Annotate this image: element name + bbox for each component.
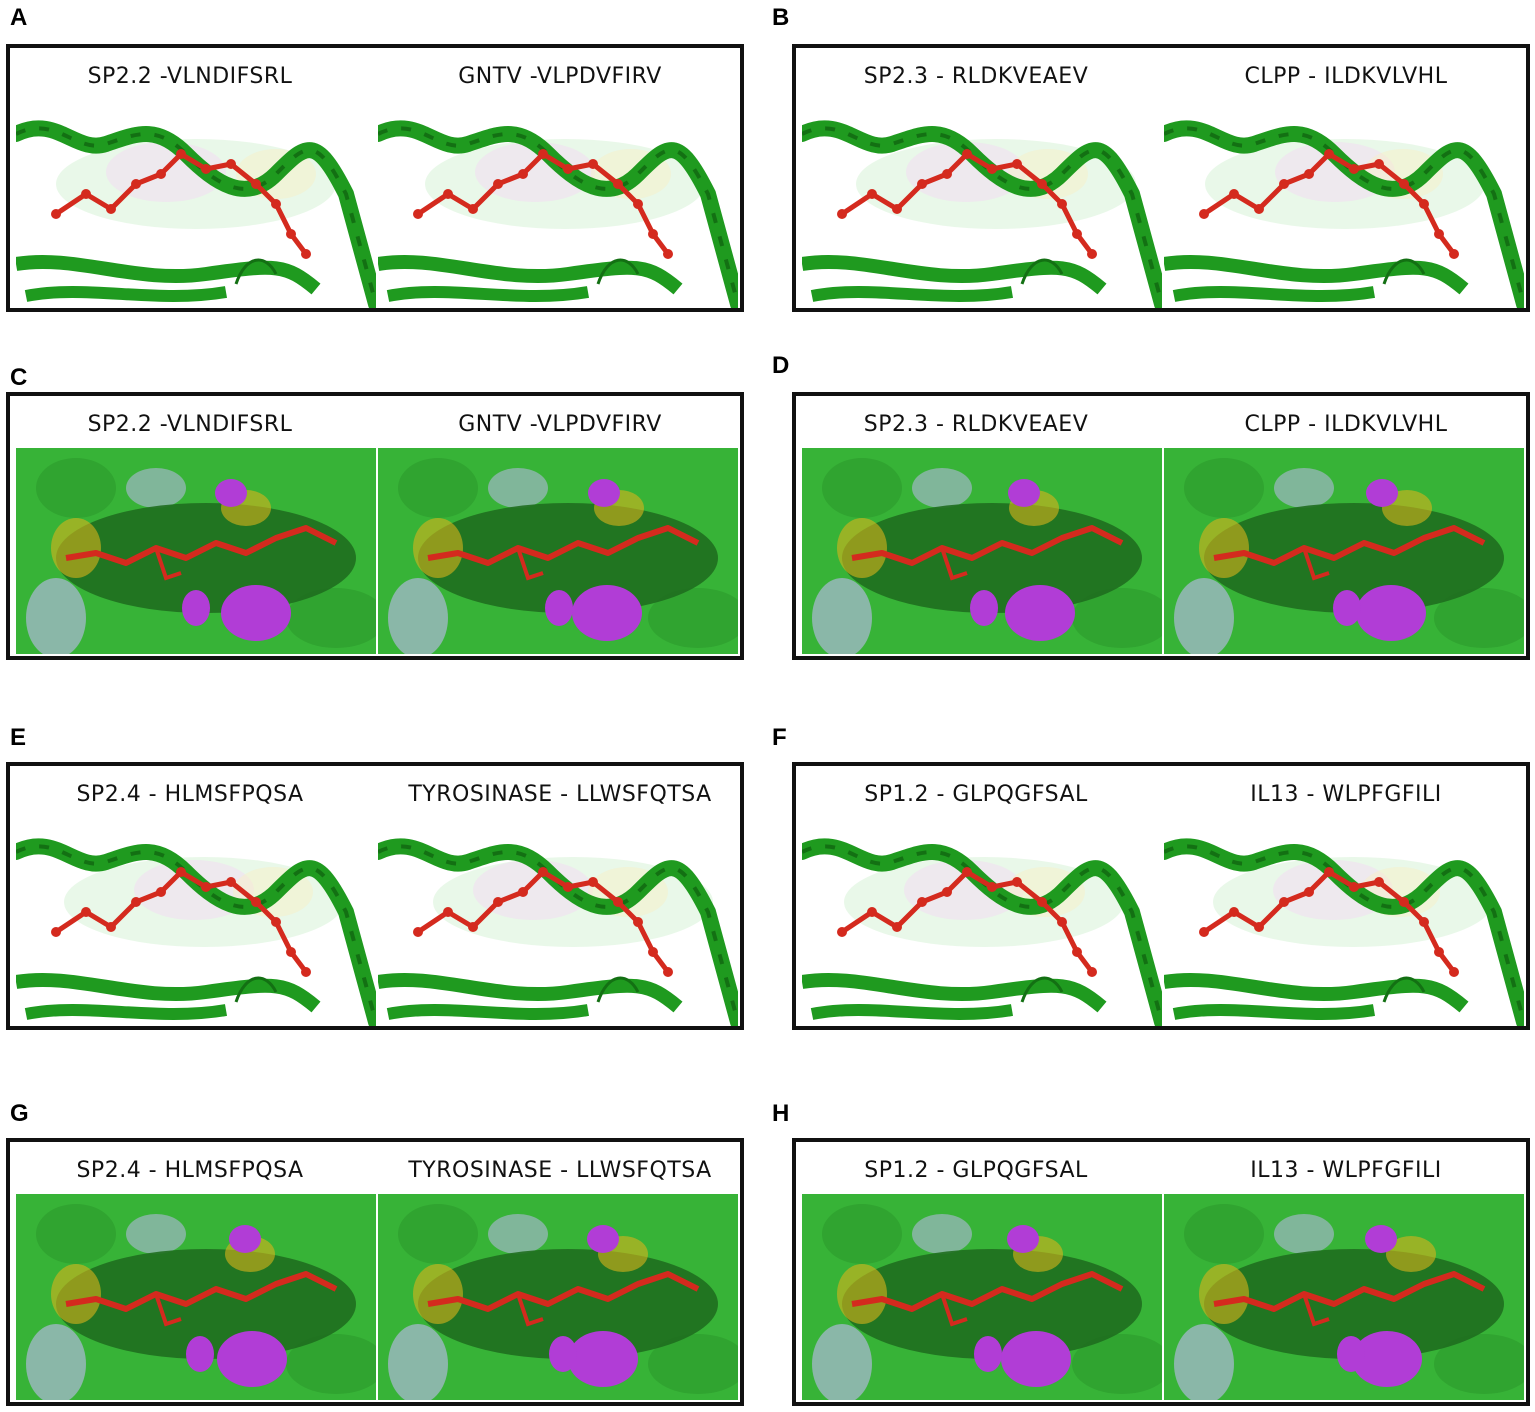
panel-f-left-structure bbox=[802, 832, 1162, 1026]
panel-d-right-surface bbox=[1164, 448, 1524, 654]
panel-c-frame: SP2.2 -VLNDIFSRL GNTV -VLPDVFIRV bbox=[6, 392, 744, 660]
panel-b-left-title: SP2.3 - RLDKVEAEV bbox=[863, 64, 1089, 89]
panel-letter-b: B bbox=[772, 4, 790, 31]
panel-a-left-title: SP2.2 -VLNDIFSRL bbox=[87, 64, 293, 89]
panel-g-left-title: SP2.4 - HLMSFPQSA bbox=[76, 1158, 304, 1183]
panel-g-right-surface bbox=[378, 1194, 738, 1400]
panel-b-left-structure bbox=[802, 114, 1162, 308]
panel-letter-g: G bbox=[10, 1100, 29, 1127]
panel-letter-d: D bbox=[772, 352, 790, 379]
panel-f-frame: SP1.2 - GLPQGFSAL IL13 - WLPFGFILI bbox=[792, 762, 1530, 1030]
panel-c-right-title: GNTV -VLPDVFIRV bbox=[458, 412, 662, 437]
panel-e-left-structure bbox=[16, 832, 376, 1026]
panel-h-frame: SP1.2 - GLPQGFSAL IL13 - WLPFGFILI bbox=[792, 1138, 1530, 1406]
panel-g-right-title: TYROSINASE - LLWSFQTSA bbox=[408, 1158, 712, 1183]
panel-d-left-title: SP2.3 - RLDKVEAEV bbox=[863, 412, 1089, 437]
panel-letter-a: A bbox=[10, 4, 28, 31]
panel-g-left-surface bbox=[16, 1194, 376, 1400]
panel-a-right-structure bbox=[378, 114, 738, 308]
panel-b-right-structure bbox=[1164, 114, 1524, 308]
panel-d-left-surface bbox=[802, 448, 1162, 654]
panel-a-left-structure bbox=[16, 114, 376, 308]
panel-letter-h: H bbox=[772, 1100, 790, 1127]
panel-c-left-title: SP2.2 -VLNDIFSRL bbox=[87, 412, 293, 437]
panel-letter-c: C bbox=[10, 364, 28, 391]
panel-e-right-title: TYROSINASE - LLWSFQTSA bbox=[408, 782, 712, 807]
panel-g-frame: SP2.4 - HLMSFPQSA TYROSINASE - LLWSFQTSA bbox=[6, 1138, 744, 1406]
panel-h-left-surface bbox=[802, 1194, 1162, 1400]
panel-f-left-title: SP1.2 - GLPQGFSAL bbox=[864, 782, 1088, 807]
panel-a-frame: SP2.2 -VLNDIFSRL GNTV -VLPDVFIRV bbox=[6, 44, 744, 312]
panel-a-right-title: GNTV -VLPDVFIRV bbox=[458, 64, 662, 89]
panel-b-frame: SP2.3 - RLDKVEAEV CLPP - ILDKVLVHL bbox=[792, 44, 1530, 312]
panel-letter-e: E bbox=[10, 724, 27, 751]
panel-h-left-title: SP1.2 - GLPQGFSAL bbox=[864, 1158, 1088, 1183]
panel-f-right-structure bbox=[1164, 832, 1524, 1026]
panel-letter-f: F bbox=[772, 724, 787, 751]
panel-d-frame: SP2.3 - RLDKVEAEV CLPP - ILDKVLVHL bbox=[792, 392, 1530, 660]
panel-e-left-title: SP2.4 - HLMSFPQSA bbox=[76, 782, 304, 807]
panel-c-right-surface bbox=[378, 448, 738, 654]
panel-h-right-title: IL13 - WLPFGFILI bbox=[1250, 1158, 1442, 1183]
panel-e-frame: SP2.4 - HLMSFPQSA TYROSINASE - LLWSFQTSA bbox=[6, 762, 744, 1030]
panel-d-right-title: CLPP - ILDKVLVHL bbox=[1244, 412, 1448, 437]
panel-h-right-surface bbox=[1164, 1194, 1524, 1400]
panel-b-right-title: CLPP - ILDKVLVHL bbox=[1244, 64, 1448, 89]
panel-e-right-structure bbox=[378, 832, 738, 1026]
panel-c-left-surface bbox=[16, 448, 376, 654]
panel-f-right-title: IL13 - WLPFGFILI bbox=[1250, 782, 1442, 807]
